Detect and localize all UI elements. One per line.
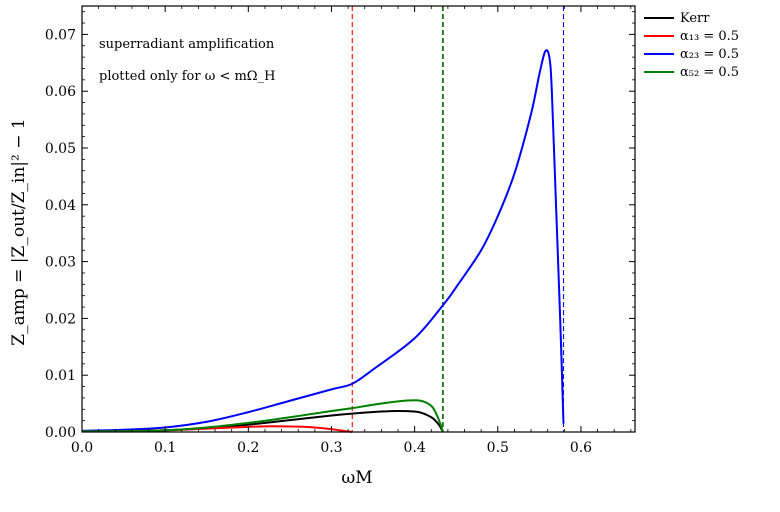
legend-label: α₂₃ = 0.5 xyxy=(680,47,739,62)
y-tick-label: 0.06 xyxy=(45,84,76,100)
y-tick-label: 0.05 xyxy=(45,141,76,157)
x-tick-label: 0.4 xyxy=(403,440,425,456)
annotation-1: superradiant amplification xyxy=(99,37,275,52)
x-axis-label: ωM xyxy=(341,468,372,488)
x-tick-label: 0.0 xyxy=(71,440,93,456)
y-tick-label: 0.01 xyxy=(45,368,76,384)
x-tick-label: 0.5 xyxy=(487,440,509,456)
x-tick-label: 0.6 xyxy=(570,440,592,456)
series-line-2 xyxy=(81,49,565,432)
y-tick-label: 0.03 xyxy=(45,255,76,271)
ticks-layer: 0.0 0.1 0.2 0.3 0.4 0.5 0.6 0.00 0.01 0.02 0.03 0.0… xyxy=(45,6,635,456)
x-tick-label: 0.1 xyxy=(154,440,176,456)
y-axis-label: Z_amp = |Z_out/Z_in|² − 1 xyxy=(9,118,29,345)
legend: Kerr α₁₃ = 0.5 α₂₃ = 0.5 α₅₂ = 0.5 xyxy=(644,11,739,80)
series-layer xyxy=(81,49,565,433)
legend-label: α₅₂ = 0.5 xyxy=(680,65,739,80)
annotation-2: plotted only for ω < mΩ_H xyxy=(99,69,275,84)
series-line-3 xyxy=(81,399,444,433)
legend-label: Kerr xyxy=(680,11,710,26)
plot-frame xyxy=(81,5,636,433)
vertical-lines xyxy=(351,6,565,432)
legend-label: α₁₃ = 0.5 xyxy=(680,29,739,44)
x-tick-label: 0.3 xyxy=(320,440,342,456)
y-tick-label: 0.00 xyxy=(45,425,76,441)
x-tick-label: 0.2 xyxy=(237,440,259,456)
y-tick-label: 0.04 xyxy=(45,198,76,214)
y-tick-label: 0.07 xyxy=(45,27,76,43)
y-tick-label: 0.02 xyxy=(45,311,76,327)
